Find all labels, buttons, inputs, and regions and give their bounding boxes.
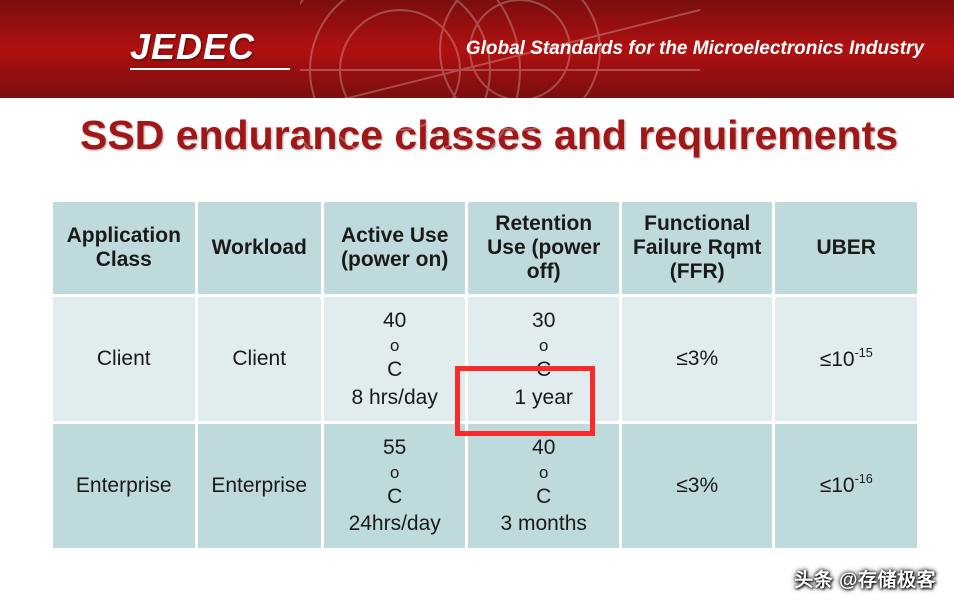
cell-retention: 30oC 1 year [467, 296, 621, 423]
endurance-table: Application Class Workload Active Use (p… [50, 199, 920, 550]
endurance-table-container: Application Class Workload Active Use (p… [50, 199, 920, 550]
header-tagline: Global Standards for the Microelectronic… [466, 38, 924, 60]
table-header-row: Application Class Workload Active Use (p… [52, 201, 919, 296]
watermark: 头条 @存储极客 [794, 565, 936, 592]
cell-uber: ≤10-15 [774, 296, 919, 423]
col-active: Active Use (power on) [322, 201, 467, 296]
cell-ffr: ≤3% [620, 422, 774, 549]
cell-active: 55oC 24hrs/day [322, 422, 467, 549]
col-retention: Retention Use (power off) [467, 201, 621, 296]
retention-duration: 3 months [474, 510, 613, 537]
retention-duration: 1 year [474, 384, 613, 411]
col-uber: UBER [774, 201, 919, 296]
cell-workload: Client [196, 296, 322, 423]
retention-temp: 40oC [474, 434, 613, 510]
table-row: Enterprise Enterprise 55oC 24hrs/day 40o… [52, 422, 919, 549]
cell-app-class: Enterprise [52, 422, 197, 549]
jedec-logo: JEDEC [130, 29, 290, 70]
col-ffr: Functional Failure Rqmt (FFR) [620, 201, 774, 296]
logo-text: JEDEC [130, 29, 290, 65]
cell-app-class: Client [52, 296, 197, 423]
slide-title: SSD endurance classes and requirements [80, 112, 954, 159]
logo-underline [130, 68, 290, 70]
cell-active: 40oC 8 hrs/day [322, 296, 467, 423]
col-app-class: Application Class [52, 201, 197, 296]
active-temp: 55oC [330, 434, 460, 510]
cell-retention: 40oC 3 months [467, 422, 621, 549]
cell-uber: ≤10-16 [774, 422, 919, 549]
header-banner: JEDEC Global Standards for the Microelec… [0, 0, 954, 98]
cell-workload: Enterprise [196, 422, 322, 549]
active-hours: 8 hrs/day [330, 384, 460, 411]
active-temp: 40oC [330, 307, 460, 383]
cell-ffr: ≤3% [620, 296, 774, 423]
retention-temp: 30oC [474, 307, 613, 383]
active-hours: 24hrs/day [330, 510, 460, 537]
table-row: Client Client 40oC 8 hrs/day 30oC 1 year… [52, 296, 919, 423]
col-workload: Workload [196, 201, 322, 296]
